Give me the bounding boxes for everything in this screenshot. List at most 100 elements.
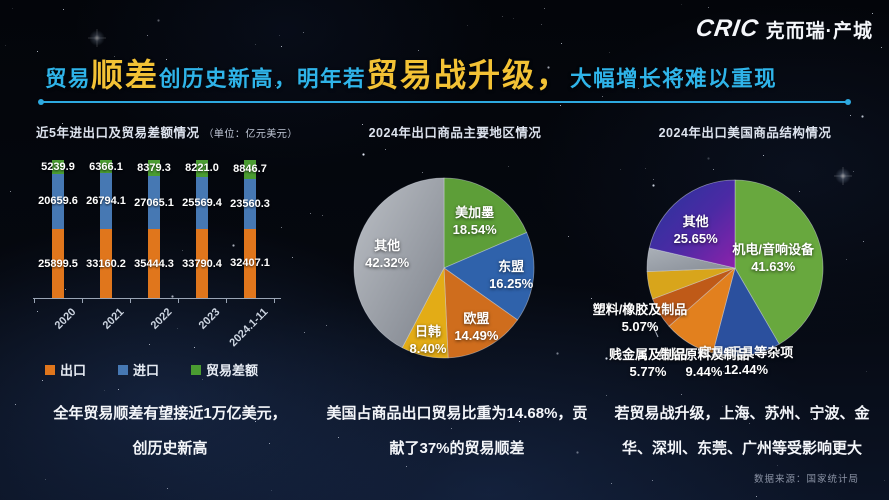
bar-segment-贸易差额[interactable]: [148, 160, 160, 177]
regions-pie-title-text: 2024年出口商品主要地区情况: [368, 126, 542, 140]
pie-slice-美加墨[interactable]: [443, 177, 528, 269]
starfield: [0, 0, 1, 1]
pie-label-欧盟: 欧盟 14.49%: [454, 310, 498, 344]
pie-slice-欧盟[interactable]: [443, 267, 519, 359]
underline-dot-left: [38, 99, 44, 105]
bar-segment-出口[interactable]: [196, 229, 208, 298]
bar-segment-出口[interactable]: [244, 228, 256, 298]
caption-line: 美国占商品出口贸易比重为14.68%，贡: [326, 405, 588, 422]
bar-value-label: 25569.4: [182, 196, 222, 209]
pie-slice-其他[interactable]: [648, 179, 736, 269]
bar-value-label: 20659.6: [38, 195, 78, 208]
bar-segment-进口[interactable]: [148, 176, 160, 229]
pie-label-pct: 25.65%: [673, 231, 718, 247]
data-source-note: 数据来源：国家统计局: [753, 474, 859, 485]
pie-slice-机电/音响设备[interactable]: [734, 179, 824, 345]
legend-item-出口[interactable]: 出口: [45, 360, 86, 379]
us-pie-chart: 机电/音响设备 41.63% 家具/玩具等杂项 12.44% 纺织原料及制品 9.44% 贱…: [593, 150, 889, 395]
us-pie-title-text: 2024年出口美国商品结构情况: [658, 126, 832, 140]
bar-segment-进口[interactable]: [244, 178, 256, 229]
bar-segment-贸易差额[interactable]: [52, 160, 64, 174]
pie-label-name: 塑料/橡胶及制品: [592, 302, 688, 317]
pie-label-name: 其他: [682, 214, 709, 230]
bar-segment-贸易差额[interactable]: [100, 160, 112, 174]
cric-logo-brand: 克而瑞·产城: [765, 20, 873, 42]
pie-label-name: 日韩: [414, 324, 441, 340]
pie-label-pct: 18.54%: [452, 222, 497, 238]
bar-chart-title: 近5年进出口及贸易差额情况 （单位：亿元美元）: [36, 122, 298, 141]
caption-line: 华、深圳、东莞、广州等受影响更大: [621, 440, 862, 457]
caption-line: 全年贸易顺差有望接近1万亿美元，: [53, 405, 287, 422]
legend-item-进口[interactable]: 进口: [118, 360, 159, 379]
bar-value-label: 8221.0: [185, 162, 219, 175]
caption-trade-surplus: 全年贸易顺差有望接近1万亿美元， 创历史新高: [20, 396, 320, 466]
bar-segment-出口[interactable]: [100, 229, 112, 298]
legend-swatch-icon: [45, 364, 55, 375]
axis-tick: [274, 298, 275, 303]
pie-slice-其他[interactable]: [353, 177, 445, 349]
pie-label-name: 东盟: [498, 259, 525, 275]
bar-value-label: 32407.1: [230, 257, 270, 270]
pie-label-美加墨: 美加墨 18.54%: [453, 204, 497, 238]
pie-label-pct: 5.07%: [621, 319, 659, 334]
page-title: 贸易 顺差 创历史新高，明年若 贸易战升级， 大幅增长将难以重现: [45, 50, 777, 96]
pie-label-塑料/橡胶及制品: 塑料/橡胶及制品 5.07%: [593, 301, 688, 335]
pie-label-name: 其他: [374, 238, 401, 254]
pie-label-pct: 16.25%: [489, 276, 534, 292]
pie-label-pct: 9.44%: [685, 364, 723, 379]
regions-pie-chart: 美加墨 18.54% 东盟 16.25% 欧盟 14.49% 日韩 8.40% 其他 42.32%: [340, 150, 570, 395]
pie-label-pct: 41.63%: [751, 258, 796, 274]
pie-label-日韩: 日韩 8.40%: [410, 323, 447, 357]
bar-segment-贸易差额[interactable]: [196, 160, 208, 177]
underline-dot-right: [845, 99, 851, 105]
pie-label-name: 纺织原料及制品: [658, 347, 750, 362]
caption-cities-impact: 若贸易战升级，上海、苏州、宁波、金 华、深圳、东莞、广州等受影响更大: [598, 396, 886, 466]
bar-value-label: 35444.3: [134, 257, 174, 270]
pie-label-纺织原料及制品: 纺织原料及制品 9.44%: [658, 346, 749, 380]
axis-tick: [226, 298, 227, 303]
pie-label-东盟: 东盟 16.25%: [489, 258, 533, 292]
pie-label-name: 欧盟: [463, 311, 490, 327]
bar-value-label: 23560.3: [230, 197, 270, 210]
regions-pie-title: 2024年出口商品主要地区情况: [340, 122, 570, 141]
bar-segment-贸易差额[interactable]: [244, 160, 256, 179]
bar-segment-出口[interactable]: [148, 229, 160, 298]
legend-label: 出口: [60, 363, 87, 378]
x-axis-line: [33, 298, 281, 299]
bright-star-icon: [88, 29, 106, 47]
bar-chart-legend: 出口 进口 贸易差额: [45, 360, 258, 379]
bar-segment-出口[interactable]: [52, 229, 64, 298]
bar-value-label: 25899.5: [38, 257, 78, 270]
caption-line: 创历史新高: [132, 440, 208, 457]
regions-pie-svg: [353, 177, 535, 359]
caption-line: 献了37%的贸易顺差: [389, 440, 525, 457]
us-pie-svg: [646, 179, 824, 357]
legend-item-贸易差额[interactable]: 贸易差额: [191, 360, 258, 379]
bar-value-label: 5239.9: [41, 160, 75, 173]
title-segment: 贸易: [45, 67, 92, 91]
axis-tick: [178, 298, 179, 303]
bar-segment-进口[interactable]: [52, 173, 64, 229]
bar-chart-title-text: 近5年进出口及贸易差额情况: [36, 126, 200, 140]
axis-tick: [34, 298, 35, 303]
legend-label: 贸易差额: [206, 363, 259, 378]
axis-tick: [130, 298, 131, 303]
axis-tick: [82, 298, 83, 303]
bar-chart: 25899.5 20659.6 5239.9 2020 33160.2 26794.1 63…: [33, 148, 305, 388]
pie-label-其他: 其他 42.32%: [365, 237, 409, 271]
pie-label-pct: 5.77%: [629, 364, 667, 379]
bar-value-label: 27065.1: [134, 196, 174, 209]
pie-label-name: 家具/玩具等杂项: [698, 345, 794, 360]
pie-label-pct: 8.40%: [409, 341, 447, 357]
pie-label-贱金属及制品: 贱金属及制品 5.77%: [609, 346, 687, 380]
cric-logo-mark: CRIC: [694, 15, 761, 42]
caption-us-share: 美国占商品出口贸易比重为14.68%，贡 献了37%的贸易顺差: [322, 396, 592, 466]
bar-segment-进口[interactable]: [196, 176, 208, 229]
bar-segment-进口[interactable]: [100, 173, 112, 229]
pie-label-name: 贱金属及制品: [608, 347, 688, 362]
pie-slice-东盟[interactable]: [443, 231, 535, 321]
title-segment: 顺差: [91, 57, 160, 93]
pie-label-机电/音响设备: 机电/音响设备 41.63%: [732, 241, 814, 275]
title-underline: [38, 99, 851, 105]
title-segment: 创历史新高，明年若: [159, 67, 367, 91]
